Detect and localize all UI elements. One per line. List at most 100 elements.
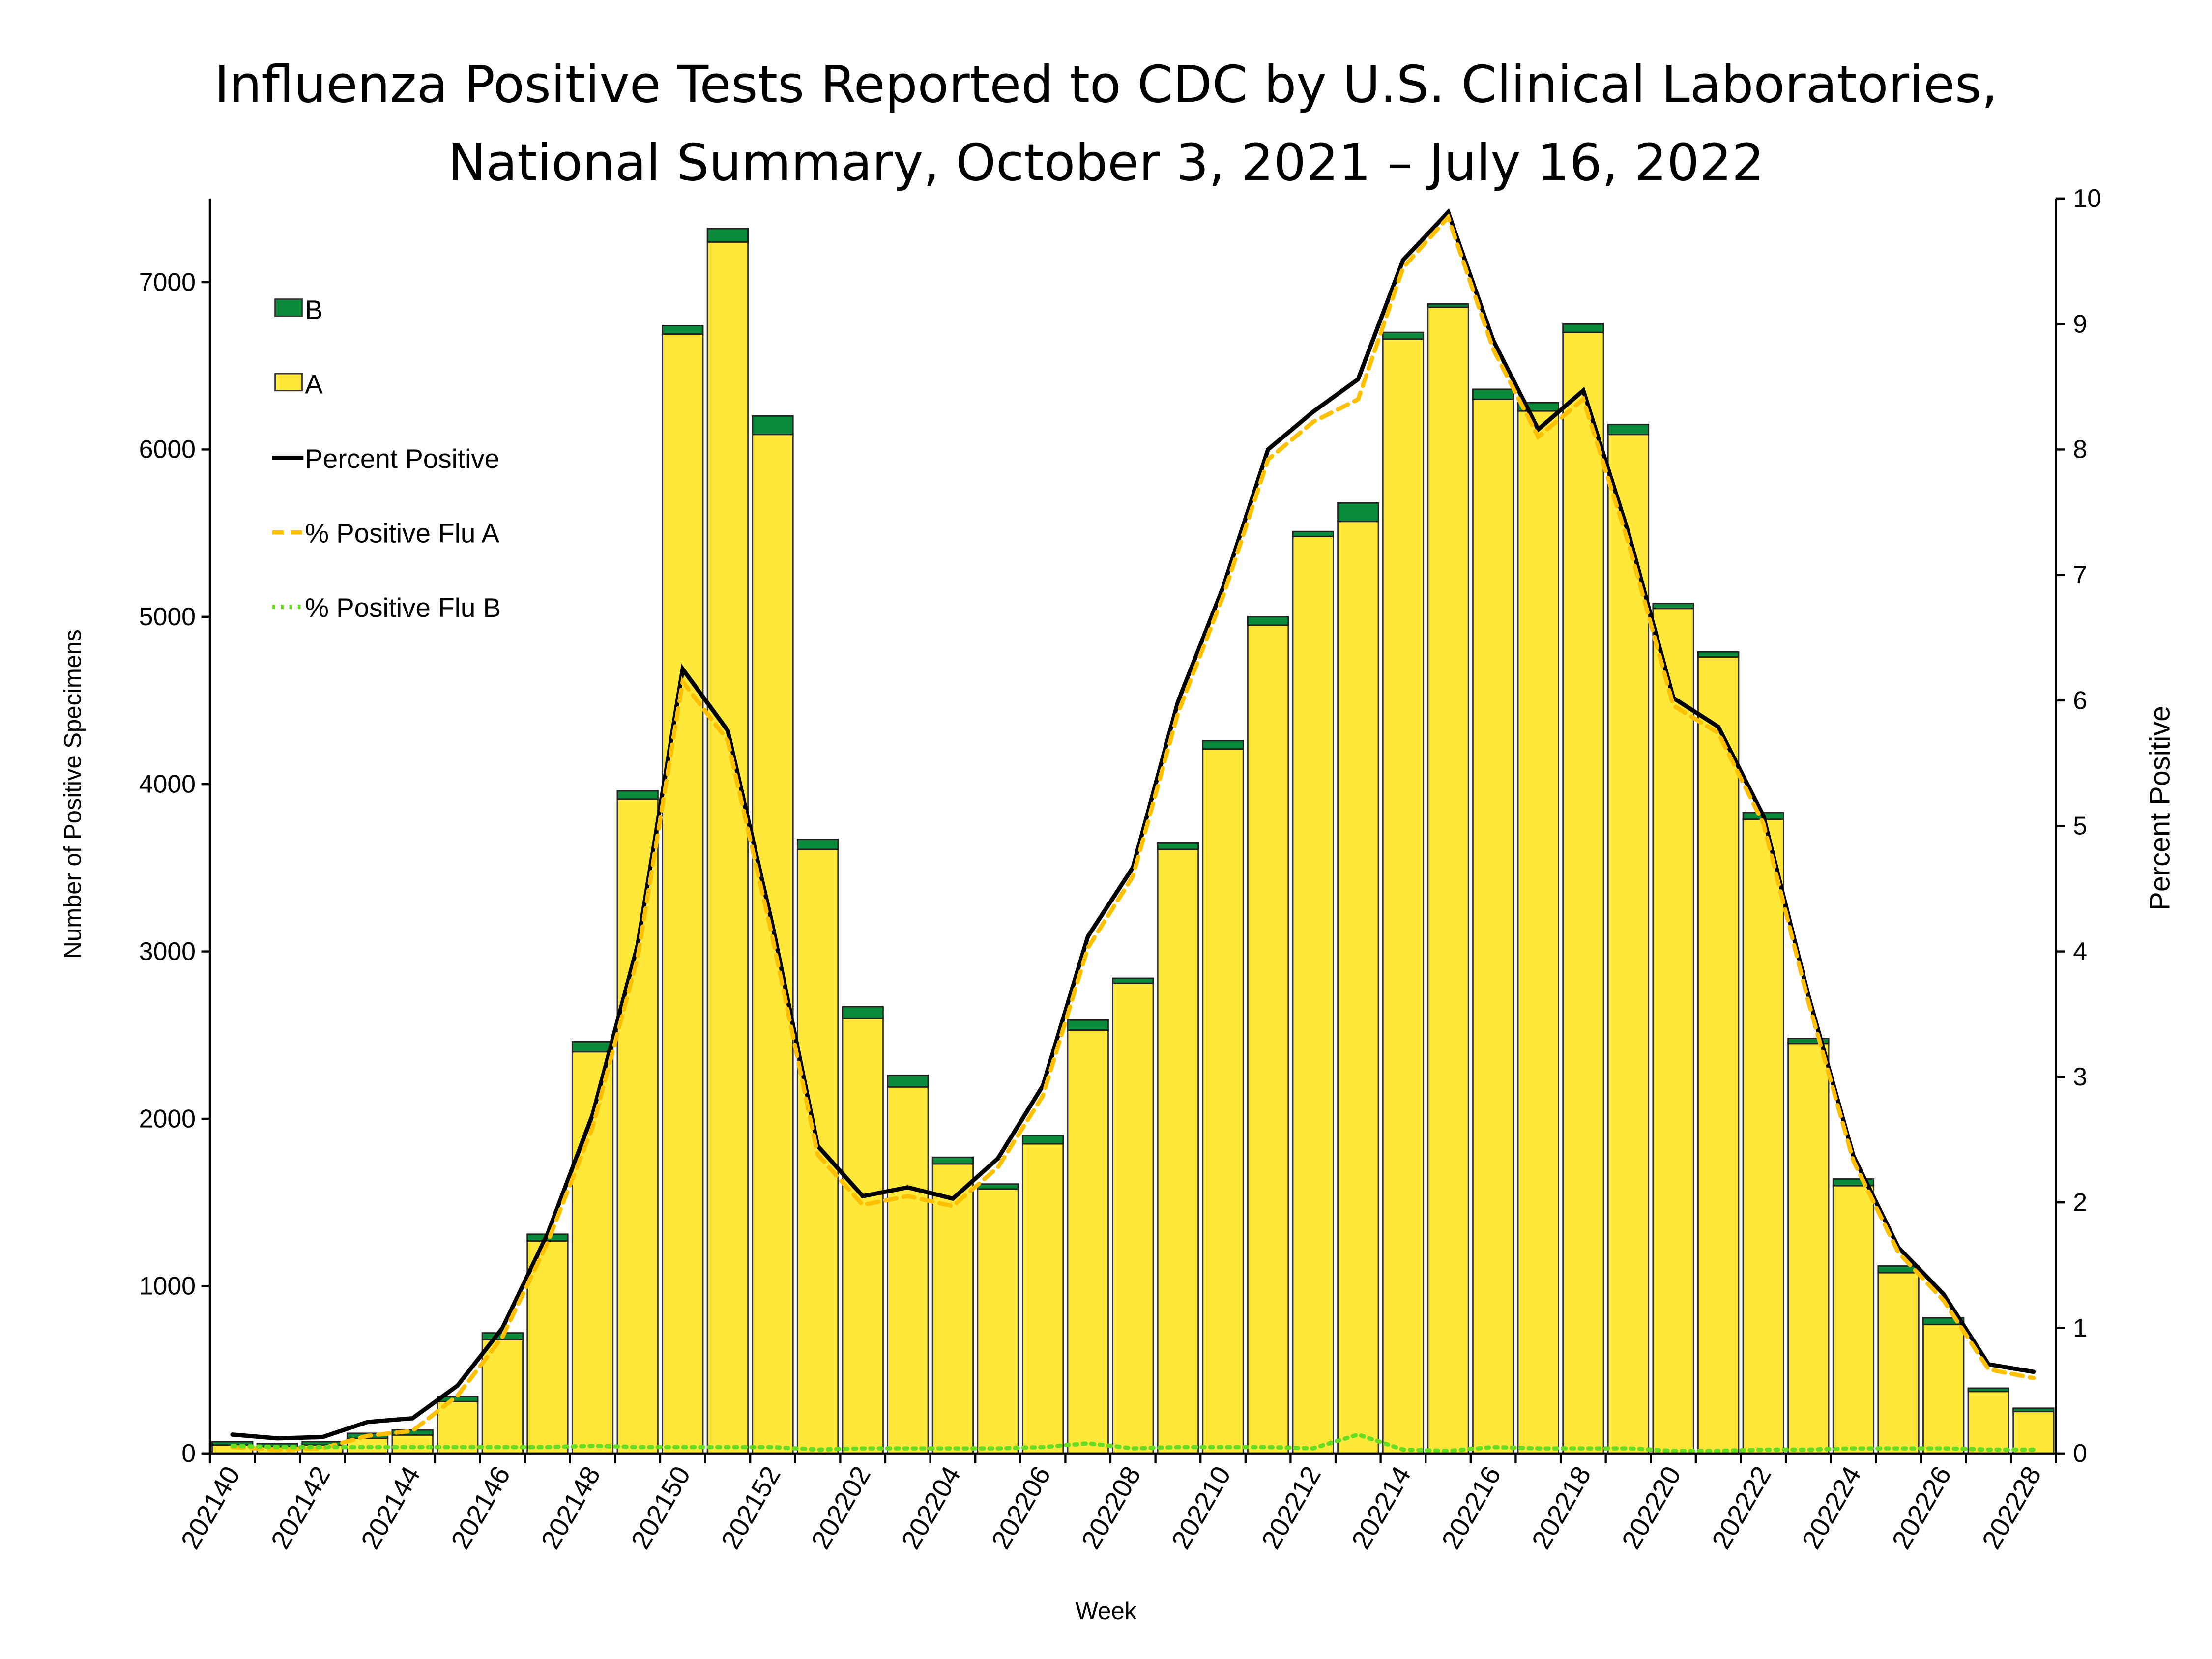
bar-a-202222 [1742, 818, 1784, 1455]
bar-a-202151 [706, 241, 749, 1455]
chart-title-line-1: Influenza Positive Tests Reported to CDC… [214, 56, 1998, 115]
bar-b-202219 [1607, 423, 1650, 436]
bar-b-202151 [706, 228, 749, 243]
x-tick-label: 202144 [355, 1461, 426, 1554]
y2-tick-label: 7 [2073, 561, 2087, 589]
x-tick-label: 202214 [1345, 1461, 1417, 1554]
bar-b-202227 [1967, 1387, 2009, 1393]
bar-a-202145 [437, 1400, 479, 1455]
x-tick-label: 202152 [715, 1461, 786, 1554]
bar-b-202214 [1382, 331, 1425, 340]
line--positive-flu-b [230, 1432, 2036, 1453]
bar-a-202209 [1157, 848, 1199, 1455]
bar-a-202215 [1427, 306, 1469, 1455]
bar-a-202228 [2012, 1411, 2055, 1455]
bar-a-202217 [1517, 410, 1559, 1455]
bar-b-202209 [1157, 842, 1199, 850]
bar-a-202227 [1967, 1391, 2009, 1455]
bar-a-202218 [1562, 331, 1604, 1455]
bar-a-202204 [931, 1163, 974, 1455]
legend-label: % Positive Flu B [305, 592, 501, 623]
x-tick-label: 202148 [535, 1461, 606, 1554]
bar-a-202211 [1247, 624, 1289, 1455]
bar-b-202225 [1877, 1265, 1920, 1274]
x-tick-label: 202206 [985, 1461, 1056, 1554]
bar-b-202201 [796, 839, 839, 850]
legend-label: B [305, 294, 323, 325]
legend-item-b: B [274, 294, 323, 325]
x-tick-label: 202220 [1616, 1461, 1687, 1554]
bar-b-202148 [571, 1041, 614, 1053]
y2-tick-label: 9 [2073, 310, 2087, 338]
y-axis-label: Number of Positive Specimens [59, 629, 86, 959]
chart-title-line-2: National Summary, October 3, 2021 – July… [448, 133, 1764, 192]
bar-a-202206 [1021, 1143, 1064, 1455]
bar-b-202212 [1292, 530, 1334, 537]
legend: B A Percent Positive % Positive Flu A % Posi… [272, 294, 501, 623]
bar-b-202152 [752, 415, 794, 436]
bar-a-202221 [1697, 656, 1740, 1455]
legend-item--positive-flu-b: % Positive Flu B [272, 592, 501, 623]
bar-a-202203 [887, 1086, 929, 1455]
y-tick-label: 6000 [139, 436, 196, 464]
bar-a-202214 [1382, 338, 1425, 1455]
bar-b-202150 [662, 325, 704, 335]
bar-a-202205 [977, 1188, 1019, 1455]
x-tick-label: 202228 [1976, 1461, 2047, 1554]
y-tick-label: 2000 [139, 1105, 196, 1133]
legend-item-a: A [274, 369, 323, 399]
legend-item--positive-flu-a: % Positive Flu A [272, 518, 500, 548]
x-tick-label: 202210 [1165, 1461, 1237, 1554]
bar-a-202220 [1652, 608, 1694, 1455]
bar-b-202206 [1021, 1135, 1064, 1145]
y2-tick-label: 0 [2073, 1439, 2087, 1468]
y-tick-label: 0 [181, 1439, 196, 1468]
y2-axis-label: Percent Positive [2144, 706, 2176, 911]
bar-a-202146 [481, 1339, 524, 1455]
x-tick-label: 202224 [1796, 1461, 1867, 1554]
bar-b-202213 [1337, 502, 1379, 523]
bar-b-202149 [616, 790, 659, 800]
lines-group [230, 208, 2036, 1453]
x-tick-label: 202216 [1435, 1461, 1507, 1554]
bar-a-202202 [842, 1018, 884, 1455]
y-tick-label: 4000 [139, 770, 196, 799]
y-tick-label: 5000 [139, 603, 196, 631]
legend-swatch [274, 298, 303, 317]
bar-b-202223 [1787, 1038, 1830, 1045]
bar-b-202211 [1247, 616, 1289, 626]
bar-a-202226 [1922, 1324, 1965, 1455]
x-tick-label: 202208 [1075, 1461, 1146, 1554]
bar-a-202225 [1877, 1272, 1920, 1455]
bar-b-202221 [1697, 651, 1740, 658]
bar-a-202219 [1607, 434, 1650, 1455]
y2-tick-label: 8 [2073, 436, 2087, 464]
legend-swatch [274, 373, 303, 392]
x-tick-label: 202150 [625, 1461, 696, 1554]
y2-tick-label: 2 [2073, 1188, 2087, 1217]
x-tick-label: 202226 [1886, 1461, 1957, 1554]
bar-a-202147 [526, 1240, 569, 1455]
x-tick-label: 202140 [175, 1461, 246, 1554]
x-tick-label: 202222 [1706, 1461, 1777, 1554]
bar-a-202213 [1337, 521, 1379, 1455]
bar-b-202202 [842, 1006, 884, 1019]
bar-a-202207 [1067, 1029, 1109, 1455]
bar-b-202218 [1562, 323, 1604, 333]
x-axis-label: Week [1076, 1598, 1137, 1625]
legend-label: A [305, 369, 323, 399]
y2-tick-label: 6 [2073, 686, 2087, 715]
y2-tick-label: 3 [2073, 1063, 2087, 1091]
bar-b-202205 [977, 1183, 1019, 1190]
x-tick-label: 202212 [1255, 1461, 1327, 1554]
bar-a-202150 [662, 333, 704, 1455]
y2-tick-label: 1 [2073, 1314, 2087, 1342]
y-tick-label: 7000 [139, 268, 196, 296]
legend-label: % Positive Flu A [305, 518, 499, 548]
bar-b-202207 [1067, 1019, 1109, 1031]
bar-a-202149 [616, 798, 659, 1455]
y-tick-label: 1000 [139, 1272, 196, 1301]
bar-a-202144 [391, 1434, 434, 1455]
x-tick-label: 202202 [805, 1461, 876, 1554]
